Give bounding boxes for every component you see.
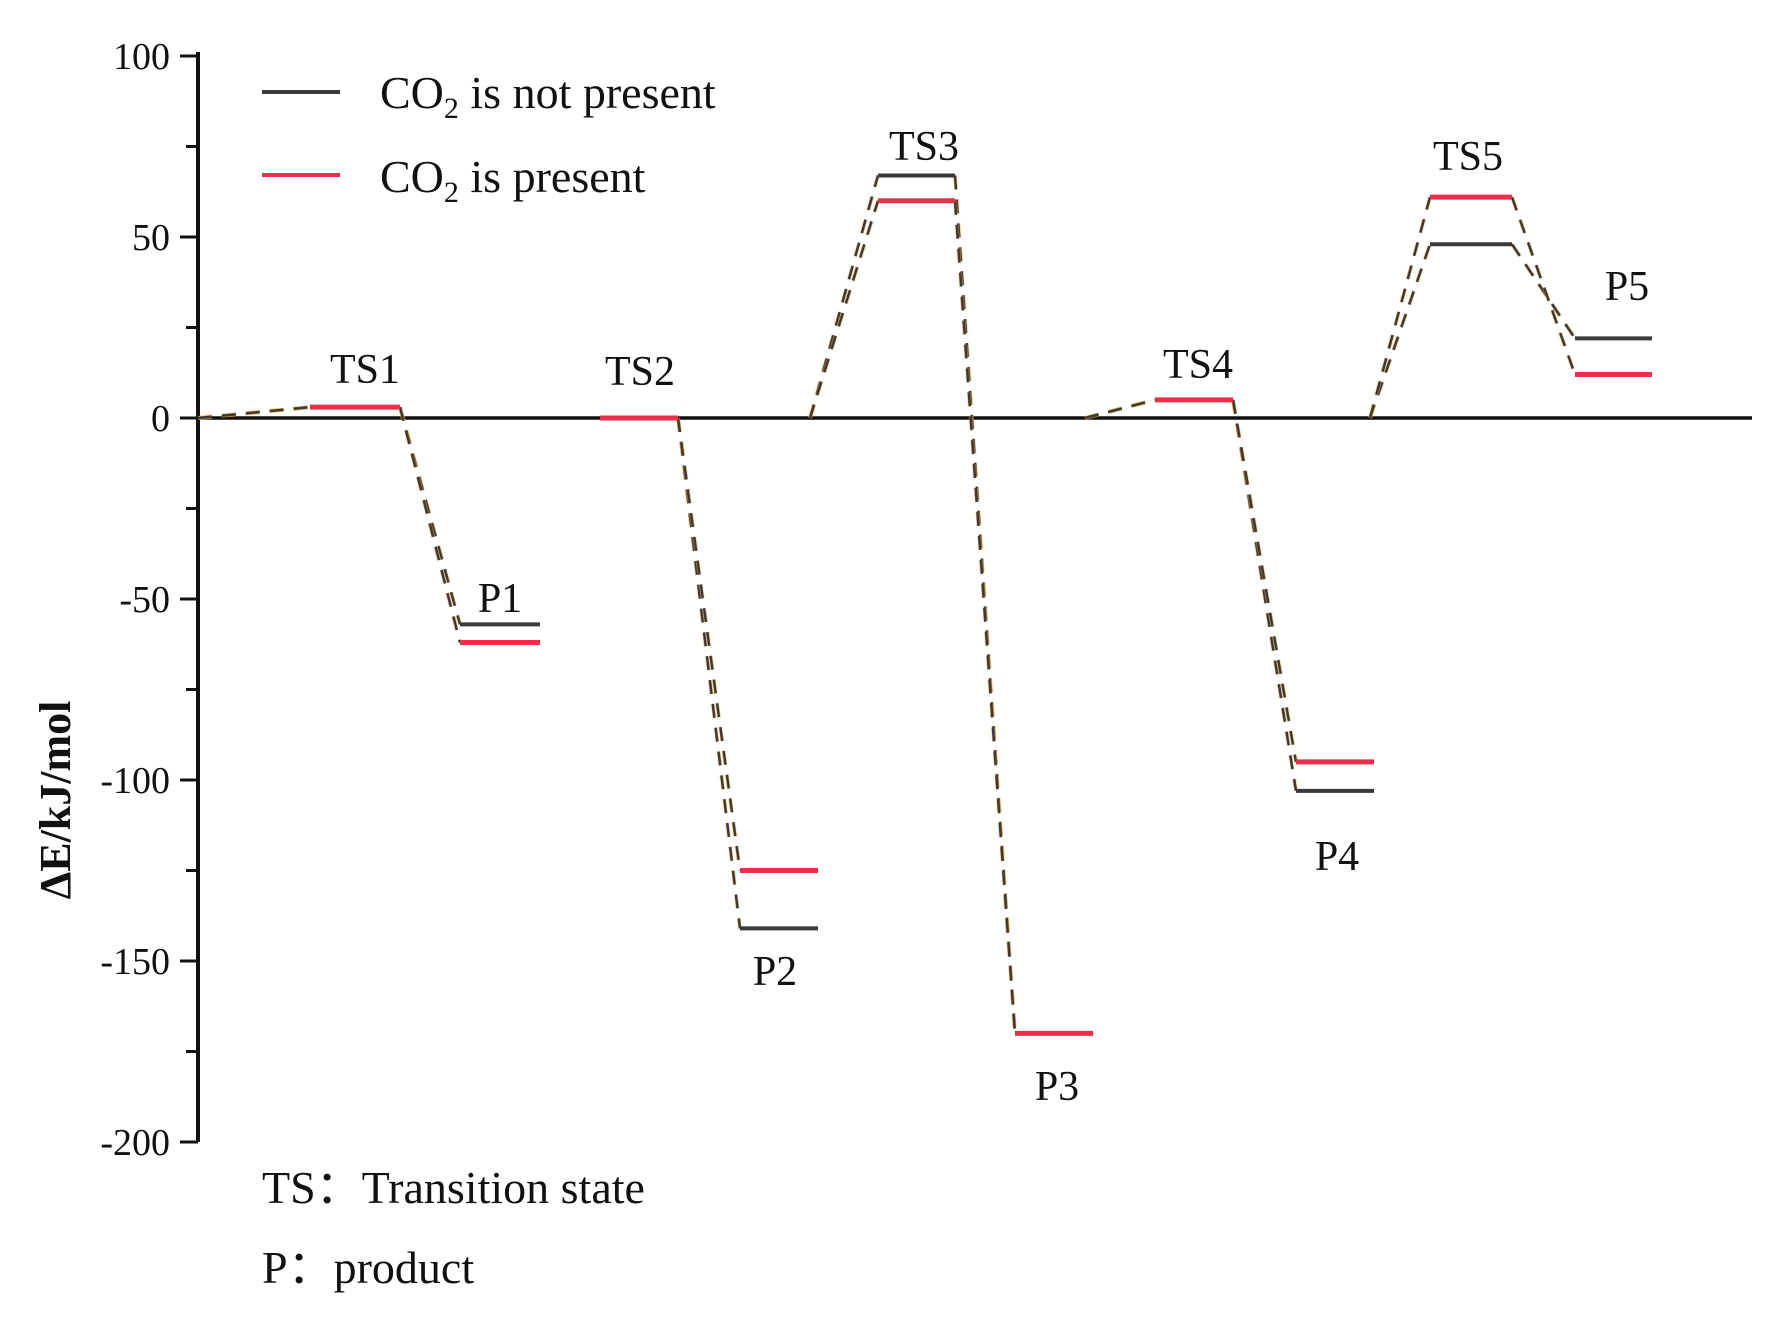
state-labels: TS1 P1 TS2 P2 TS3 P3 TS4 P4 TS5 P5: [330, 124, 1649, 1110]
connector-dashed-line: [398, 406, 462, 643]
connector-dashed-line: [808, 200, 880, 419]
y-axis: 100 50 0 -50 -100 -150 -200: [100, 36, 200, 1164]
label-p1: P1: [478, 576, 522, 622]
label-p3: P3: [1035, 1064, 1079, 1110]
connector-lines: [197, 174, 1577, 1034]
y-tick-label: -150: [100, 941, 170, 983]
label-p4: P4: [1315, 834, 1359, 880]
connector-dashed-line: [1368, 196, 1432, 419]
legend-label-present: CO2 is present: [380, 151, 646, 209]
abbreviation-notes: TS：Transition state P：product: [262, 1162, 645, 1293]
y-tick-label: -100: [100, 760, 170, 802]
note-transition-state: TS：Transition state: [262, 1162, 645, 1213]
y-tick-label: 0: [151, 398, 170, 440]
legend: CO2 is not present CO2 is present: [262, 67, 716, 209]
label-ts5: TS5: [1433, 134, 1503, 180]
connector-dashed-line: [1368, 243, 1432, 419]
y-tick-label: -50: [119, 579, 170, 621]
connector-dashed-line: [1510, 196, 1577, 375]
connector-dashed-line: [808, 175, 880, 419]
connector-dashed-line: [1231, 399, 1298, 763]
connector-dashed-line: [676, 417, 742, 871]
connector-dashed-line: [1084, 398, 1156, 420]
label-ts2: TS2: [605, 349, 675, 395]
y-axis-title: ΔE/kJ/mol: [31, 701, 80, 900]
label-ts3: TS3: [889, 124, 959, 170]
y-tick-label: 50: [132, 217, 170, 259]
legend-label-not-present: CO2 is not present: [380, 67, 716, 125]
label-ts4: TS4: [1163, 342, 1233, 388]
connector-dashed-line: [1231, 399, 1298, 792]
energy-levels: [310, 173, 1652, 1036]
y-tick-label: -200: [100, 1122, 170, 1164]
label-ts1: TS1: [330, 347, 400, 393]
note-product: P：product: [262, 1242, 474, 1293]
y-tick-label: 100: [113, 36, 170, 78]
connector-dashed-line: [953, 200, 1017, 1034]
label-p5: P5: [1605, 264, 1649, 310]
label-p2: P2: [753, 949, 797, 995]
connector-dashed-line: [197, 405, 311, 420]
